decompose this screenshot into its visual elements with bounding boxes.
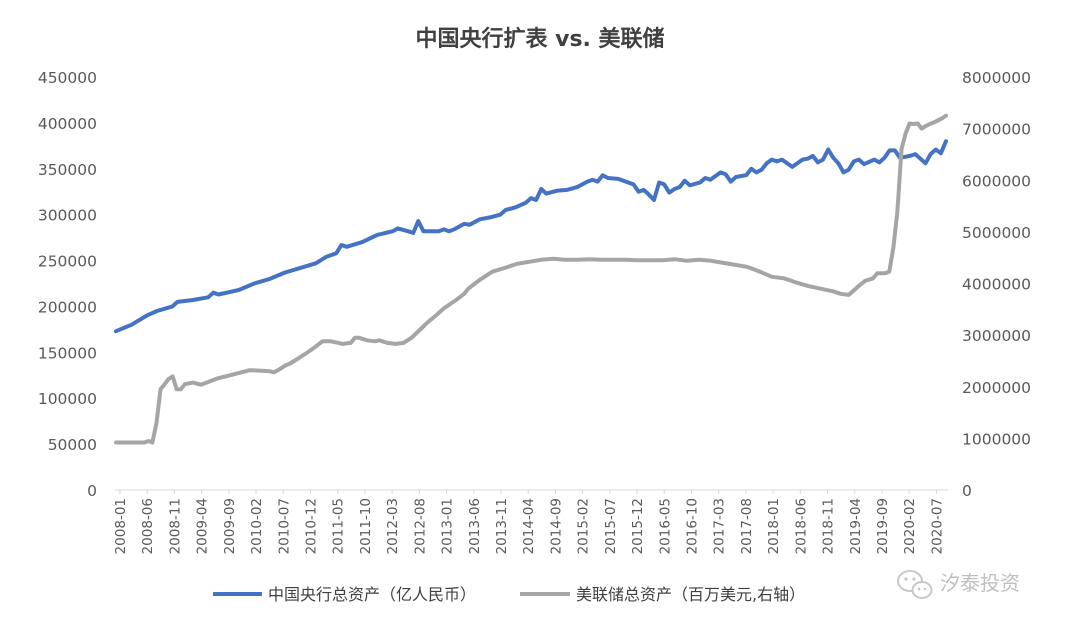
x-tick-label: 2013-06 [467,498,483,554]
x-tick-label: 2016-05 [657,498,673,554]
x-tick-label: 2009-09 [222,498,238,554]
y-left-tick-label: 50000 [48,436,97,454]
x-tick-label: 2018-06 [793,498,809,554]
x-tick-label: 2015-07 [603,498,619,554]
x-tick-label: 2010-02 [249,498,265,554]
x-axis: 2008-01 2008-06 2008-11 2009-04 2009-09 2010-… [113,490,945,554]
right-axis: 0 1000000 2000000 3000000 4000000 5000000 6000… [962,69,1031,500]
y-left-tick-label: 100000 [38,390,97,408]
x-tick-label: 2017-08 [739,498,755,554]
legend-label-fed: 美联储总资产（百万美元,右轴） [576,585,805,604]
y-right-tick-label: 7000000 [962,121,1031,139]
y-left-tick-label: 450000 [38,69,97,87]
legend-label-china: 中国央行总资产（亿人民币） [268,585,476,604]
y-right-tick-label: 1000000 [962,430,1031,448]
y-right-tick-label: 2000000 [962,379,1031,397]
x-tick-label: 2015-02 [576,498,592,554]
y-right-tick-label: 8000000 [962,69,1031,87]
x-tick-label: 2015-12 [630,498,646,554]
x-tick-label: 2008-06 [140,498,156,554]
x-tick-label: 2013-11 [494,498,510,554]
x-tick-label: 2018-11 [821,498,837,554]
x-tick-label: 2010-12 [303,498,319,554]
legend: 中国央行总资产（亿人民币） 美联储总资产（百万美元,右轴） [213,585,805,604]
left-axis: 0 50000 100000 150000 200000 250000 300000 3500… [38,69,97,500]
series-line-china-pboc [114,139,948,334]
y-left-tick-label: 300000 [38,207,97,225]
y-right-tick-label: 0 [962,482,972,500]
x-tick-label: 2014-04 [521,498,537,554]
x-tick-label: 2010-07 [276,498,292,554]
y-left-tick-label: 0 [87,482,97,500]
y-left-tick-label: 250000 [38,253,97,271]
x-tick-label: 2014-09 [548,498,564,554]
y-left-tick-label: 350000 [38,161,97,179]
x-tick-label: 2013-01 [440,498,456,554]
x-tick-label: 2017-03 [712,498,728,554]
x-tick-label: 2012-08 [412,498,428,554]
y-left-tick-label: 150000 [38,344,97,362]
x-tick-label: 2020-07 [929,498,945,554]
y-right-tick-label: 6000000 [962,172,1031,190]
y-right-tick-label: 5000000 [962,224,1031,242]
x-tick-label: 2018-01 [766,498,782,554]
x-tick-label: 2020-02 [902,498,918,554]
x-tick-label: 2008-11 [167,498,183,554]
x-tick-label: 2019-04 [848,498,864,554]
x-tick-label: 2016-10 [684,498,700,554]
series-line-fed [114,113,948,445]
chart-title: 中国央行扩表 vs. 美联储 [415,26,664,52]
x-tick-label: 2011-10 [358,498,374,554]
y-left-tick-label: 400000 [38,115,97,133]
y-right-tick-label: 3000000 [962,327,1031,345]
plot-area [114,113,948,445]
x-tick-label: 2012-03 [385,498,401,554]
watermark-text: 汐泰投资 [940,571,1020,595]
wechat-icon [897,570,933,599]
x-tick-label: 2008-01 [113,498,129,554]
y-right-tick-label: 4000000 [962,276,1031,294]
y-left-tick-label: 200000 [38,298,97,316]
watermark: 汐泰投资 [897,570,1020,599]
x-tick-label: 2009-04 [195,498,211,554]
x-tick-label: 2019-09 [875,498,891,554]
x-tick-label: 2011-05 [331,498,347,554]
